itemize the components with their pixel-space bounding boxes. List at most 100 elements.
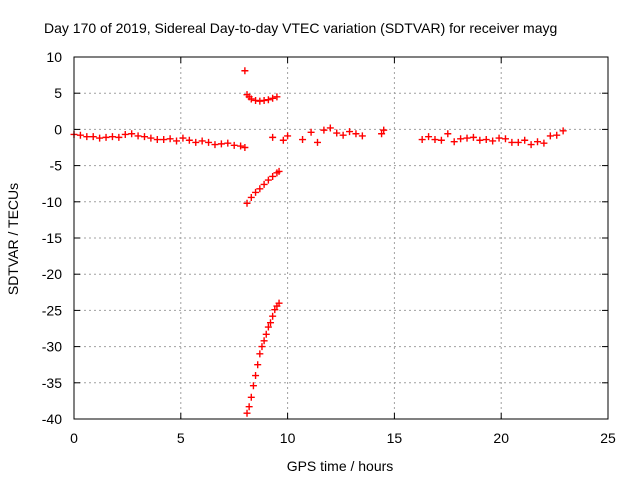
data-point [160,136,168,144]
data-point [185,136,193,144]
data-point [271,306,279,314]
data-point [147,134,155,142]
data-point [245,403,253,411]
data-point [489,137,497,145]
x-axis-label: GPS time / hours [287,458,394,474]
data-point [457,135,465,143]
data-point [508,138,516,146]
series-upper-arc [241,67,281,105]
data-point [243,409,251,417]
data-point [260,180,268,188]
data-point [264,176,272,184]
data-point [380,126,388,134]
data-point [534,138,542,146]
data-point [89,133,97,141]
y-axis-label: SDTVAR / TECUs [5,183,21,295]
y-tick-label: 5 [54,85,62,101]
data-point [166,135,174,143]
data-point [260,96,268,104]
series-later-scatter [269,124,567,149]
data-point [128,130,136,138]
data-point [540,139,548,147]
data-point [121,130,129,138]
series-middle-arc [243,167,283,207]
series-steep-descent [243,299,283,417]
data-point [284,132,292,140]
data-point [192,138,200,146]
data-point [444,130,452,138]
x-tick-label: 5 [177,430,185,446]
data-point [134,132,142,140]
data-point [275,299,283,307]
data-point [559,127,567,135]
data-point [256,185,264,193]
data-point [262,330,270,338]
data-point [153,136,161,144]
y-tick-label: -10 [42,194,62,210]
data-point [378,130,386,138]
data-point [314,138,322,146]
data-point [299,136,307,144]
data-point [256,350,264,358]
data-point [252,96,260,104]
data-point [527,141,535,149]
axis-ticks: 0 5 10 15 20 25 10 5 0 -5 -10 -15 -20 -25 -30 -35 -40 [42,49,616,446]
x-tick-label: 20 [493,430,509,446]
data-point [173,137,181,145]
data-point [307,128,315,136]
data-point [358,132,366,140]
data-point [469,133,477,141]
x-tick-label: 10 [280,430,296,446]
data-point [275,167,283,175]
data-point [352,130,360,138]
data-point [514,138,522,146]
x-tick-label: 0 [70,430,78,446]
data-point [273,93,281,101]
chart-title: Day 170 of 2019, Sidereal Day-to-day VTE… [44,20,557,36]
x-tick-label: 25 [600,430,616,446]
y-tick-label: -40 [42,411,62,427]
data-point [198,137,206,145]
y-tick-label: 0 [54,121,62,137]
data-point [476,136,484,144]
data-point [279,136,287,144]
y-tick-label: -5 [50,158,63,174]
data-point [256,97,264,105]
data-point [247,193,255,201]
data-point [247,95,255,103]
data-point [76,131,84,139]
data-point [205,138,213,146]
data-point [546,132,554,140]
data-point [431,136,439,144]
data-point [247,393,255,401]
data-point [211,141,219,149]
data-point [267,319,275,327]
data-point [264,96,272,104]
data-point [217,140,225,148]
data-point [269,172,277,180]
data-point [252,372,260,380]
data-points [70,67,567,417]
data-point [346,128,354,136]
data-point [108,133,116,141]
data-point [224,139,232,147]
y-tick-label: -25 [42,302,62,318]
data-point [482,136,490,144]
series-main-band [70,130,249,151]
y-tick-label: -20 [42,266,62,282]
data-point [269,312,277,320]
data-point [269,94,277,102]
y-tick-label: -15 [42,230,62,246]
data-point [237,142,245,150]
data-point [243,199,251,207]
data-point [140,133,148,141]
data-point [450,138,458,146]
data-point [96,134,104,142]
data-point [418,136,426,144]
data-point [241,67,249,75]
data-point [230,141,238,149]
data-point [83,133,91,141]
data-point [425,133,433,141]
x-tick-label: 15 [387,430,403,446]
